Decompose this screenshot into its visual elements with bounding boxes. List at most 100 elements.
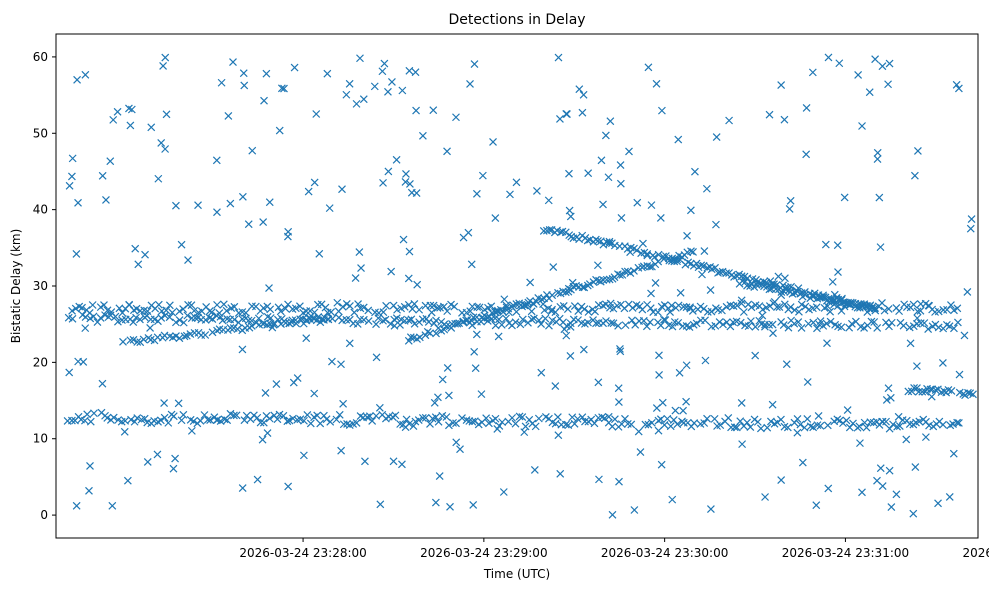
data-point-track-upper-band: [379, 308, 388, 317]
data-point-noise: [141, 250, 149, 259]
data-point-noise: [289, 378, 298, 387]
data-point-track-mid-band: [726, 322, 735, 331]
data-point-track-ascending: [554, 288, 562, 297]
data-point-track-lower-band: [482, 414, 491, 423]
data-point-noise: [85, 486, 93, 495]
data-point-track-upper-band: [306, 306, 315, 315]
data-point-noise: [491, 214, 500, 222]
data-point-noise: [384, 167, 393, 176]
y-axis-label: Bistatic Delay (km): [9, 229, 23, 344]
data-point-noise: [686, 304, 695, 313]
data-point-track-early-rise: [317, 315, 326, 324]
data-point-noise: [147, 123, 156, 132]
data-point-noise: [595, 475, 603, 484]
data-point-track-lower-band: [531, 422, 540, 431]
data-point-noise: [469, 500, 478, 509]
data-point-noise: [161, 145, 170, 153]
data-point-track-lower-band: [206, 416, 215, 425]
data-point-noise: [402, 169, 410, 178]
data-point-track-descending: [800, 288, 809, 296]
data-point-noise: [657, 460, 666, 469]
data-point-noise: [614, 384, 623, 393]
data-point-track-upper-band: [812, 303, 821, 312]
data-point-track-mid-band: [744, 322, 753, 331]
data-point-track-upper-band: [837, 306, 846, 315]
data-point-noise: [634, 427, 643, 436]
data-point-track-ascending: [564, 284, 573, 293]
data-point-track-upper-band: [346, 301, 354, 310]
data-point-noise: [821, 240, 830, 249]
data-point-track-mid-band: [602, 317, 610, 325]
data-point-track-upper-band: [584, 308, 593, 316]
data-point-track-mid-band: [639, 316, 648, 325]
y-axis: 0 10 20 30 40 50 60: [33, 50, 56, 522]
data-point-track-lower-band: [322, 415, 331, 424]
data-point-noise: [700, 247, 709, 255]
data-point-track-upper-band: [207, 308, 216, 317]
data-point-noise: [328, 357, 336, 366]
data-point-track-lower-band: [491, 414, 500, 423]
data-point-noise: [506, 190, 514, 199]
data-point-track-lower-band: [273, 415, 282, 424]
data-point-track-upper-band: [175, 307, 184, 316]
data-point-track-right-fall: [914, 387, 923, 396]
data-point-track-lower-band: [656, 415, 665, 424]
data-point-noise: [470, 60, 479, 68]
data-point-noise: [123, 476, 132, 485]
data-point-noise: [106, 157, 115, 166]
data-point-track-ascending: [451, 319, 460, 328]
data-point-track-lower-band: [703, 414, 711, 423]
data-point-track-descending: [714, 268, 722, 277]
data-point-noise: [438, 375, 447, 384]
data-point-track-lower-band: [498, 418, 507, 427]
data-point-noise: [263, 429, 272, 437]
data-point-track-mid-band: [779, 321, 788, 329]
data-point-noise: [325, 204, 334, 213]
data-point-noise: [781, 274, 789, 283]
data-point-track-ascending: [626, 269, 635, 278]
x-tick-label: 2026-03-24 23:28:00: [239, 546, 366, 560]
data-point-track-lower-band: [568, 413, 577, 422]
data-point-track-lower-band: [140, 414, 149, 423]
data-point-noise: [547, 307, 556, 316]
data-point-noise: [154, 174, 163, 183]
data-point-track-upper-band: [132, 304, 141, 313]
data-point-track-upper-band: [646, 304, 655, 313]
data-point-noise: [913, 147, 922, 155]
data-point-noise: [886, 393, 895, 402]
data-point-track-upper-band: [667, 301, 676, 310]
data-point-noise: [916, 300, 925, 308]
data-point-noise: [302, 334, 311, 343]
data-point-noise: [955, 370, 964, 379]
data-point-track-upper-band: [570, 302, 579, 311]
data-point-track-lower-band: [289, 414, 297, 423]
x-tick-label: 2026-03-24 23:29:00: [420, 546, 547, 560]
data-point-track-lower-band: [121, 416, 130, 425]
data-point-noise: [345, 339, 354, 348]
data-point-noise: [679, 406, 687, 415]
data-point-noise: [666, 308, 674, 317]
data-point-track-lower-band: [86, 417, 95, 426]
data-point-track-lower-band: [690, 419, 699, 427]
data-point-track-late-drop: [865, 304, 874, 313]
data-point-track-lower-band: [515, 412, 524, 421]
data-point-noise: [887, 503, 896, 511]
data-point-noise: [384, 87, 392, 96]
y-tick-label: 40: [33, 203, 48, 217]
data-point-noise: [682, 397, 691, 406]
data-point-track-descending: [692, 259, 701, 268]
data-point-noise: [153, 450, 162, 459]
data-point-track-lower-band: [316, 419, 325, 428]
data-point-track-descending: [594, 236, 602, 245]
data-point-track-upper-band: [350, 308, 359, 317]
data-point-noise: [617, 214, 626, 222]
data-point-track-mid-band: [826, 317, 835, 326]
data-point-noise: [556, 115, 564, 123]
data-point-track-descending: [650, 253, 659, 261]
data-point-track-late-drop: [834, 295, 843, 304]
data-point-track-lower-band: [468, 417, 477, 426]
data-point-track-ascending: [421, 331, 430, 340]
data-point-track-mid-band: [89, 312, 98, 321]
data-point-track-late-drop: [828, 295, 836, 304]
data-point-noise: [102, 195, 110, 204]
